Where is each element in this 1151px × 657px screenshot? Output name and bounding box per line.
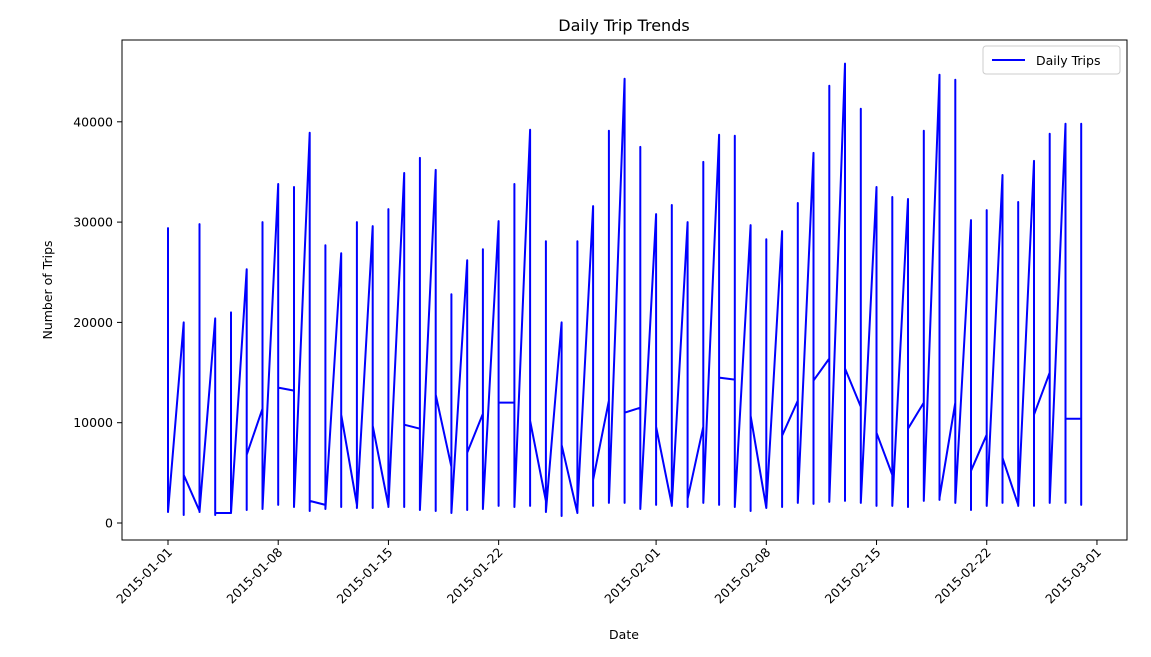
chart-title: Daily Trip Trends (558, 16, 689, 35)
x-tick-label: 2015-01-15 (334, 545, 396, 607)
y-tick-label: 10000 (73, 415, 113, 430)
x-tick-label: 2015-02-01 (601, 545, 663, 607)
y-tick-label: 0 (105, 516, 113, 531)
daily-trips-line (167, 62, 1083, 517)
x-tick-label: 2015-01-01 (113, 545, 175, 607)
x-tick-label: 2015-02-22 (932, 545, 994, 607)
x-tick-label: 2015-01-22 (444, 545, 506, 607)
plot-area (167, 62, 1083, 517)
y-axis: 0 10000 20000 30000 40000 (73, 114, 122, 531)
axes-frame (121, 39, 1128, 541)
y-axis-label: Number of Trips (40, 240, 55, 339)
legend-box (982, 45, 1121, 75)
y-tick-label: 40000 (73, 114, 113, 129)
y-tick-label: 20000 (73, 315, 113, 330)
x-tick-label: 2015-03-01 (1042, 545, 1104, 607)
x-tick-label: 2015-01-08 (223, 544, 285, 606)
x-tick-label: 2015-02-08 (711, 544, 773, 606)
x-axis-label: Date (609, 627, 639, 642)
legend-label: Daily Trips (1036, 53, 1100, 68)
x-tick-label: 2015-02-15 (822, 545, 884, 607)
x-axis: 2015-01-01 2015-01-08 2015-01-15 2015-01-22… (113, 540, 1104, 606)
y-tick-label: 30000 (73, 215, 113, 230)
legend: Daily Trips (982, 45, 1121, 75)
